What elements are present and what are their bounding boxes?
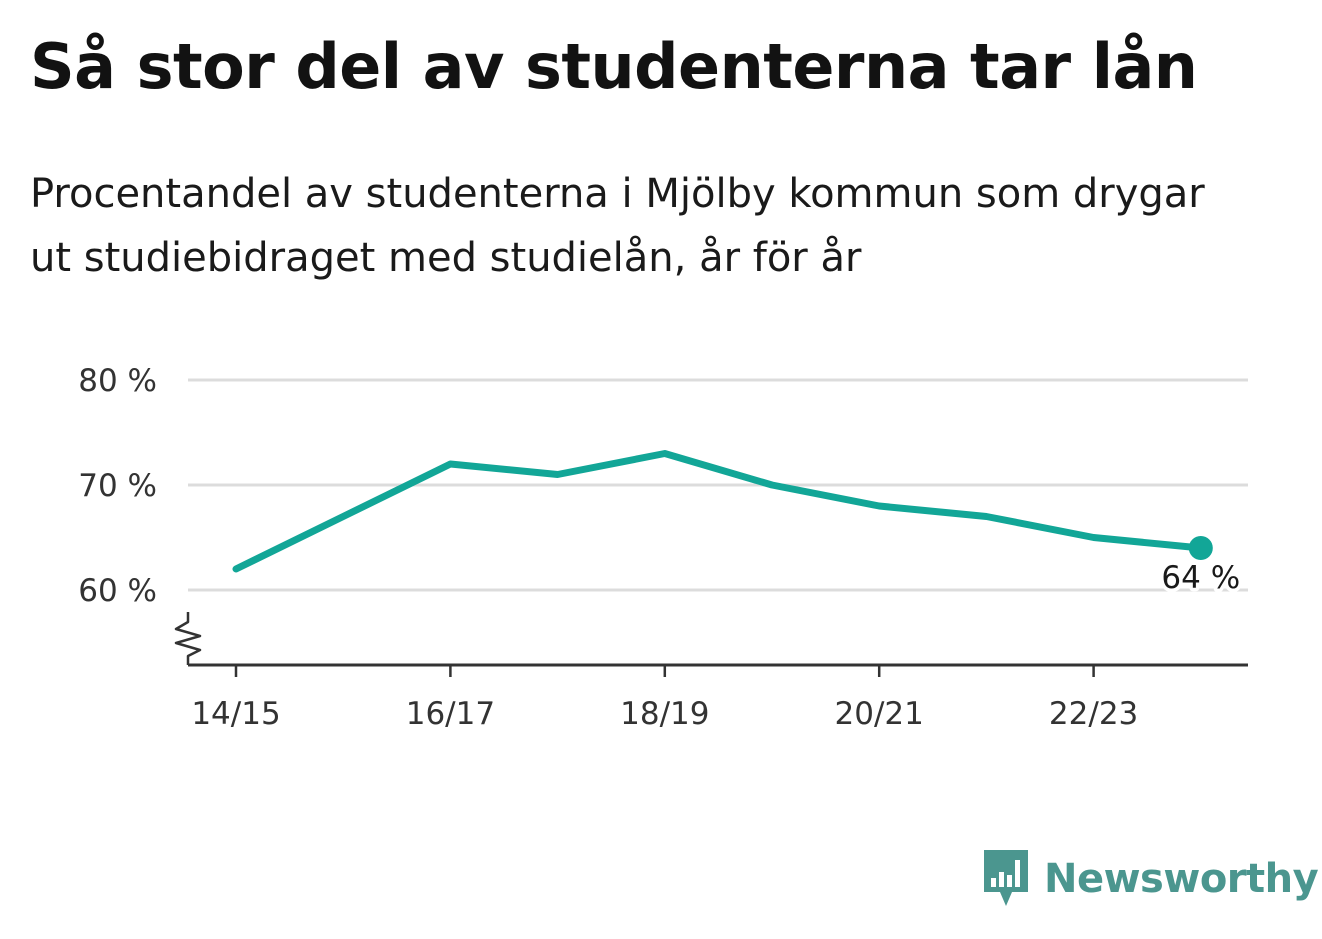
x-tick-label: 20/21	[835, 696, 924, 732]
line-chart: 60 % 70 % 80 % 14/15 16/17 18/19 20/21 22/23 6…	[78, 363, 1248, 732]
newsworthy-brand: Newsworthy	[982, 848, 1319, 910]
end-label-layer: 64 %64 %	[1158, 557, 1244, 600]
x-tick-label: 22/23	[1049, 696, 1138, 732]
end-value-label: 64 %	[1161, 560, 1240, 596]
series-line	[232, 450, 1205, 573]
brand-name: Newsworthy	[1044, 856, 1319, 902]
y-tick-label: 60 %	[78, 573, 157, 609]
x-tick-label: 18/19	[620, 696, 709, 732]
x-axis: 14/15 16/17 18/19 20/21 22/23	[174, 612, 1248, 732]
end-point-marker	[1188, 536, 1213, 560]
y-tick-label: 80 %	[78, 363, 157, 399]
series-layer	[232, 450, 1213, 573]
x-tick-label: 16/17	[406, 696, 495, 732]
gridlines	[188, 378, 1248, 592]
chart-title: Så stor del av studenterna tar lån	[30, 30, 1198, 103]
bar-chart-speech-bubble-icon	[984, 850, 1028, 906]
axis-break-icon	[174, 612, 202, 665]
x-tick-label: 14/15	[191, 696, 280, 732]
y-axis-labels: 60 % 70 % 80 %	[78, 363, 157, 609]
end-label-halo: 64 %	[1161, 560, 1240, 596]
y-tick-label: 70 %	[78, 468, 157, 504]
chart-subtitle: Procentandel av studenterna i Mjölby kom…	[30, 171, 1205, 281]
